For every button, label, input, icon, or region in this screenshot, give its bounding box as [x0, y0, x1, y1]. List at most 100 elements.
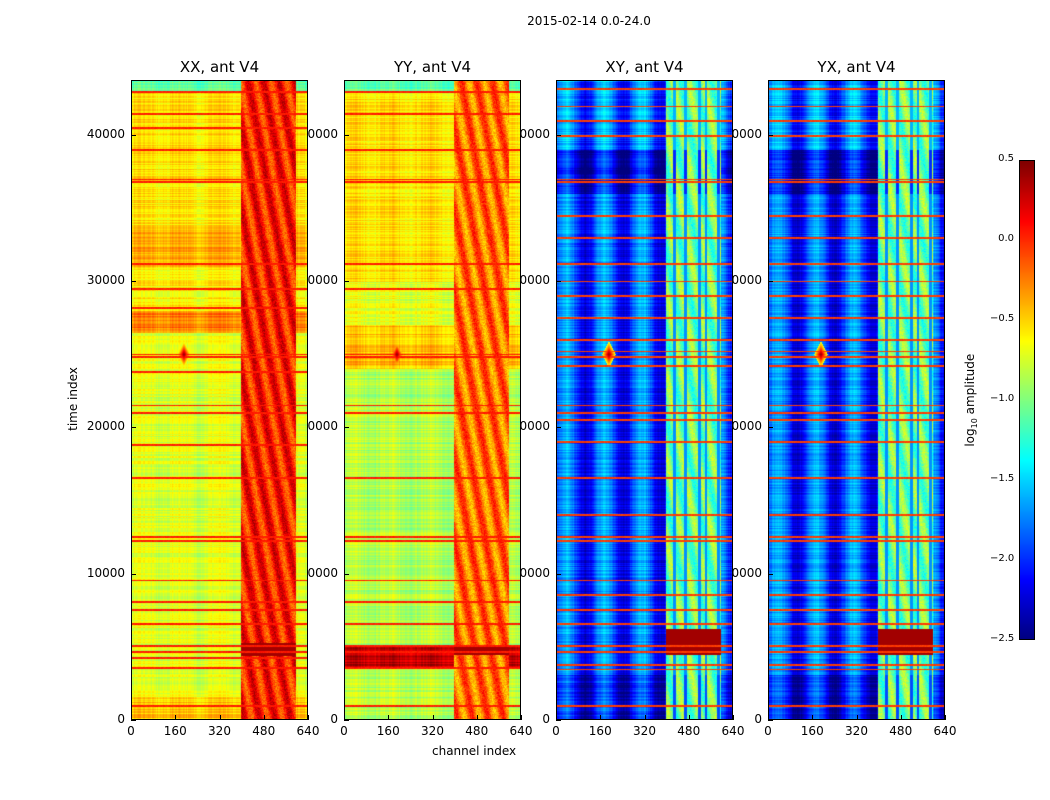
- x-tick-label: 480: [252, 724, 276, 738]
- x-tick-mark: [263, 715, 265, 720]
- heatmap-panel: [344, 80, 521, 720]
- x-tick-mark: [432, 715, 434, 720]
- y-tick-mark: [131, 134, 136, 136]
- x-tick-mark: [344, 715, 345, 720]
- x-tick-mark: [131, 715, 132, 720]
- x-tick-label: 0: [340, 724, 348, 738]
- panel-title: YX, ant V4: [817, 58, 896, 76]
- x-tick-label: 320: [421, 724, 444, 738]
- y-tick-label: 20000: [299, 419, 338, 434]
- y-tick-mark: [131, 720, 136, 721]
- x-tick-mark: [476, 715, 478, 720]
- y-tick-label: 10000: [86, 565, 125, 580]
- y-tick-mark: [131, 427, 136, 429]
- x-tick-mark: [812, 715, 814, 720]
- colorbar-label-log: log: [962, 428, 977, 447]
- y-tick-label: 30000: [723, 273, 762, 288]
- heatmap-panel: [768, 80, 945, 720]
- y-tick-label: 0: [542, 712, 550, 726]
- y-tick-mark: [556, 281, 561, 283]
- x-tick-mark: [175, 715, 177, 720]
- x-tick-label: 480: [465, 724, 489, 738]
- y-tick-label: 0: [330, 712, 338, 726]
- colorbar-tick-label: −1.0: [990, 393, 1015, 404]
- x-tick-mark: [388, 715, 390, 720]
- x-tick-label: 0: [552, 724, 560, 738]
- y-tick-mark: [344, 281, 349, 283]
- colorbar-label-rest: amplitude: [962, 353, 977, 419]
- x-tick-label: 480: [889, 724, 913, 738]
- colorbar-tick-label: −2.5: [990, 633, 1015, 644]
- y-tick-mark: [768, 134, 773, 136]
- x-tick-mark: [556, 715, 557, 720]
- y-tick-label: 20000: [723, 419, 762, 434]
- x-tick-label: 640: [509, 724, 533, 738]
- x-tick-label: 640: [721, 724, 745, 738]
- y-tick-mark: [768, 573, 773, 575]
- colorbar-tick-label: −1.5: [990, 473, 1015, 484]
- x-tick-label: 320: [845, 724, 868, 738]
- y-tick-label: 20000: [86, 419, 125, 434]
- y-tick-label: 0: [117, 712, 125, 726]
- y-tick-label: 10000: [511, 565, 550, 580]
- y-tick-mark: [131, 573, 136, 575]
- x-tick-label: 160: [800, 724, 824, 738]
- heatmap-image: [557, 81, 732, 719]
- x-tick-mark: [733, 715, 734, 720]
- colorbar-tick-label: 0.5: [998, 153, 1014, 164]
- colorbar-tick-label: −0.5: [990, 313, 1015, 324]
- x-tick-label: 320: [208, 724, 231, 738]
- panel-title: XY, ant V4: [605, 58, 684, 76]
- x-tick-mark: [521, 715, 522, 720]
- y-tick-mark: [344, 573, 349, 575]
- y-tick-label: 30000: [299, 273, 338, 288]
- y-tick-mark: [556, 720, 561, 721]
- y-tick-mark: [768, 427, 773, 429]
- colorbar-label-sub: 10: [970, 418, 980, 429]
- y-tick-label: 40000: [511, 126, 550, 141]
- heatmap-panel: [556, 80, 733, 720]
- colorbar: [1019, 160, 1035, 640]
- heatmap-image: [345, 81, 520, 719]
- y-tick-mark: [344, 427, 349, 429]
- y-tick-mark: [768, 281, 773, 283]
- x-tick-label: 320: [633, 724, 656, 738]
- x-tick-mark: [644, 715, 646, 720]
- x-tick-mark: [219, 715, 221, 720]
- x-tick-label: 480: [677, 724, 701, 738]
- heatmap-image: [132, 81, 307, 719]
- y-tick-label: 10000: [723, 565, 762, 580]
- y-tick-label: 30000: [511, 273, 550, 288]
- colorbar-tick-label: −2.0: [990, 553, 1015, 564]
- y-tick-label: 40000: [723, 126, 762, 141]
- x-tick-mark: [856, 715, 858, 720]
- y-tick-label: 40000: [299, 126, 338, 141]
- x-tick-label: 640: [933, 724, 957, 738]
- panel-title: YY, ant V4: [393, 58, 471, 76]
- y-tick-mark: [556, 573, 561, 575]
- y-tick-mark: [556, 427, 561, 429]
- y-tick-label: 40000: [86, 126, 125, 141]
- y-tick-mark: [768, 720, 773, 721]
- heatmap-image: [769, 81, 944, 719]
- y-tick-label: 30000: [86, 273, 125, 288]
- panel-title: XX, ant V4: [179, 58, 260, 76]
- x-tick-label: 160: [163, 724, 187, 738]
- x-tick-mark: [945, 715, 946, 720]
- y-tick-label: 20000: [511, 419, 550, 434]
- y-tick-label: 0: [754, 712, 762, 726]
- x-tick-mark: [688, 715, 690, 720]
- y-tick-label: 10000: [299, 565, 338, 580]
- y-tick-mark: [131, 281, 136, 283]
- x-tick-mark: [768, 715, 769, 720]
- colorbar-tick-label: 0.0: [998, 233, 1014, 244]
- x-tick-label: 640: [296, 724, 320, 738]
- x-tick-label: 0: [127, 724, 135, 738]
- x-axis-label: channel index: [432, 744, 517, 758]
- figure-title: 2015-02-14 0.0-24.0: [527, 14, 651, 28]
- x-tick-label: 160: [588, 724, 612, 738]
- x-tick-mark: [308, 715, 309, 720]
- x-tick-mark: [600, 715, 602, 720]
- y-tick-mark: [556, 134, 561, 136]
